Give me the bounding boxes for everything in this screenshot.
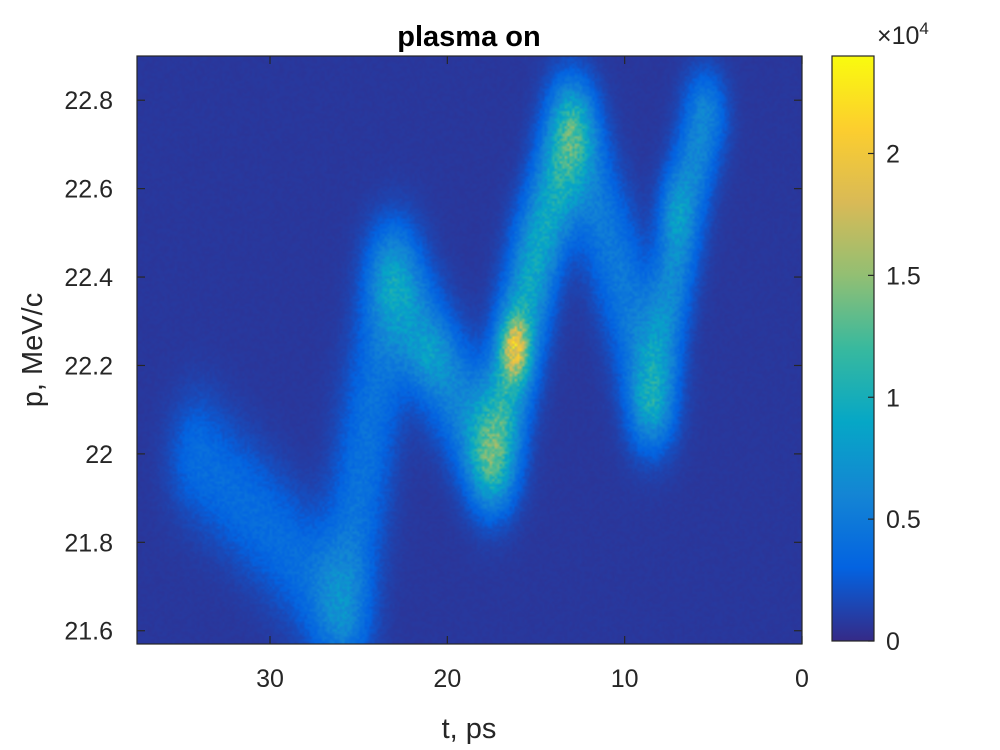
x-tick-label: 10 — [611, 665, 639, 693]
y-tick-label: 22.2 — [64, 352, 113, 380]
y-tick-label: 22 — [85, 441, 113, 469]
x-tick-label: 0 — [795, 665, 809, 693]
colorbar-tick-label: 1.5 — [886, 262, 921, 290]
y-axis: 21.6 21.8 22 22.2 22.4 22.6 22.8 — [64, 87, 802, 646]
x-axis: 30 20 10 0 — [256, 56, 809, 693]
heatmap-image — [137, 56, 802, 644]
colorbar — [831, 55, 875, 642]
y-tick-label: 21.6 — [64, 618, 113, 646]
chart-title: plasma on — [397, 21, 540, 53]
colorbar-tick-label: 1 — [886, 384, 900, 412]
colorbar-axis: 0 0.5 1 1.5 2 — [868, 141, 921, 656]
colorbar-exponent: ×104 — [877, 19, 929, 50]
plot-frame — [136, 55, 803, 645]
y-axis-title: p, MeV/c — [17, 293, 49, 407]
colorbar-exponent-base: ×10 — [877, 22, 919, 50]
y-tick-label: 22.8 — [64, 87, 113, 115]
x-axis-title: t, ps — [442, 713, 497, 745]
colorbar-tick-label: 0.5 — [886, 506, 921, 534]
x-tick-label: 20 — [433, 665, 461, 693]
y-tick-label: 22.4 — [64, 264, 113, 292]
y-tick-label: 22.6 — [64, 176, 113, 204]
x-tick-label: 30 — [256, 665, 284, 693]
colorbar-tick-label: 2 — [886, 141, 900, 169]
y-tick-label: 21.8 — [64, 529, 113, 557]
colorbar-tick-label: 0 — [886, 628, 900, 656]
colorbar-exponent-power: 4 — [919, 19, 928, 38]
